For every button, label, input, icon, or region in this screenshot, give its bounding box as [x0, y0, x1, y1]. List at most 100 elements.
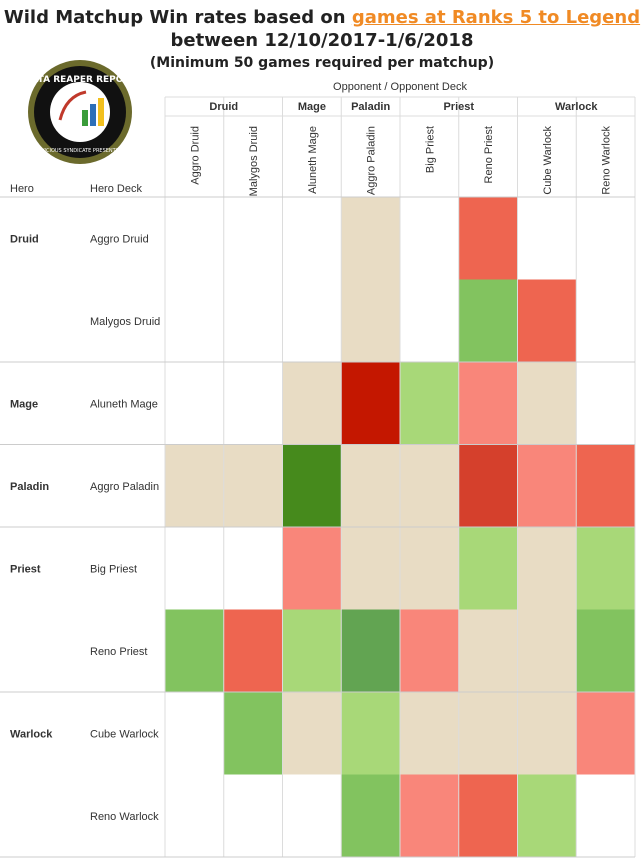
logo-text-bottom: VICIOUS SYNDICATE PRESENTS — [41, 148, 119, 154]
cell-malygos-druid-vs-reno-priest — [458, 279, 518, 362]
column-deck-big-priest: Big Priest — [424, 126, 436, 173]
row-header-hero: Hero — [10, 183, 34, 195]
cell-reno-priest-vs-big-priest — [400, 609, 459, 692]
cell-malygos-druid-vs-malygos-druid — [223, 279, 283, 362]
cell-cube-warlock-vs-malygos-druid — [223, 692, 283, 775]
logo-bar-2 — [90, 104, 96, 126]
row-deck-cube-warlock: Cube Warlock — [90, 728, 159, 740]
cell-big-priest-vs-aggro-paladin — [341, 527, 400, 610]
cell-aggro-druid-vs-malygos-druid — [223, 197, 283, 280]
column-group-druid: Druid — [209, 101, 238, 113]
column-deck-aggro-paladin: Aggro Paladin — [366, 126, 378, 195]
cell-big-priest-vs-malygos-druid — [223, 527, 283, 610]
logo-text-top: DATA REAPER REPORT — [26, 75, 134, 85]
cell-reno-warlock-vs-reno-warlock — [576, 774, 635, 857]
cell-cube-warlock-vs-aggro-druid — [165, 692, 224, 775]
cell-cube-warlock-vs-aluneth-mage — [282, 692, 342, 775]
cell-malygos-druid-vs-aggro-paladin — [341, 279, 400, 362]
cell-aluneth-mage-vs-big-priest — [400, 362, 459, 445]
cell-big-priest-vs-big-priest — [400, 527, 459, 610]
chart-title-line2: between 12/10/2017-1/6/2018 — [170, 30, 474, 51]
logo-scythe — [58, 90, 87, 121]
row-deck-aluneth-mage: Aluneth Mage — [90, 398, 158, 410]
cell-reno-warlock-vs-reno-priest — [458, 774, 518, 857]
cell-aggro-druid-vs-aggro-paladin — [341, 197, 400, 280]
data-reaper-logo: DATA REAPER REPORT VICIOUS SYNDICATE PRE… — [26, 60, 134, 164]
cell-aggro-druid-vs-aluneth-mage — [282, 197, 342, 280]
column-deck-cube-warlock: Cube Warlock — [542, 126, 554, 195]
row-deck-malygos-druid: Malygos Druid — [90, 316, 160, 328]
cell-aggro-druid-vs-big-priest — [400, 197, 459, 280]
cell-reno-warlock-vs-aggro-druid — [165, 774, 224, 857]
cell-aluneth-mage-vs-reno-priest — [458, 362, 518, 445]
logo-center — [50, 82, 110, 142]
cell-reno-warlock-vs-cube-warlock — [517, 774, 577, 857]
column-deck-aggro-druid: Aggro Druid — [189, 126, 201, 185]
cell-reno-priest-vs-malygos-druid — [223, 609, 283, 692]
column-deck-aluneth-mage: Aluneth Mage — [307, 126, 319, 194]
cell-cube-warlock-vs-reno-priest — [458, 692, 518, 775]
cell-aggro-paladin-vs-malygos-druid — [223, 444, 283, 527]
title-prefix: Wild Matchup Win rates based on — [3, 7, 352, 28]
cell-big-priest-vs-aluneth-mage — [282, 527, 342, 610]
column-deck-reno-warlock: Reno Warlock — [601, 126, 613, 195]
cell-aluneth-mage-vs-aggro-druid — [165, 362, 224, 445]
cell-reno-priest-vs-aluneth-mage — [282, 609, 342, 692]
cell-aggro-paladin-vs-aluneth-mage — [282, 444, 342, 527]
cell-aluneth-mage-vs-reno-warlock — [576, 362, 635, 445]
cell-aggro-druid-vs-cube-warlock — [517, 197, 577, 280]
cell-aggro-paladin-vs-big-priest — [400, 444, 459, 527]
cell-reno-priest-vs-aggro-druid — [165, 609, 224, 692]
row-group-druid: Druid — [10, 233, 39, 245]
cell-aluneth-mage-vs-cube-warlock — [517, 362, 577, 445]
cell-reno-warlock-vs-big-priest — [400, 774, 459, 857]
cell-big-priest-vs-reno-priest — [458, 527, 518, 610]
row-deck-reno-priest: Reno Priest — [90, 646, 147, 658]
cell-aggro-paladin-vs-aggro-paladin — [341, 444, 400, 527]
row-header-deck: Hero Deck — [90, 183, 142, 195]
cell-reno-priest-vs-reno-priest — [458, 609, 518, 692]
row-deck-aggro-druid: Aggro Druid — [90, 233, 149, 245]
cell-cube-warlock-vs-cube-warlock — [517, 692, 577, 775]
cell-malygos-druid-vs-aluneth-mage — [282, 279, 342, 362]
column-deck-malygos-druid: Malygos Druid — [248, 126, 260, 196]
cell-reno-warlock-vs-malygos-druid — [223, 774, 283, 857]
cell-aggro-druid-vs-reno-warlock — [576, 197, 635, 280]
cell-cube-warlock-vs-reno-warlock — [576, 692, 635, 775]
cell-aggro-paladin-vs-reno-priest — [458, 444, 518, 527]
cell-reno-warlock-vs-aggro-paladin — [341, 774, 400, 857]
cell-malygos-druid-vs-reno-warlock — [576, 279, 635, 362]
cell-big-priest-vs-cube-warlock — [517, 527, 577, 610]
cell-cube-warlock-vs-big-priest — [400, 692, 459, 775]
cell-reno-warlock-vs-aluneth-mage — [282, 774, 342, 857]
cell-reno-priest-vs-aggro-paladin — [341, 609, 400, 692]
cell-malygos-druid-vs-big-priest — [400, 279, 459, 362]
row-group-paladin: Paladin — [10, 481, 49, 493]
cell-aluneth-mage-vs-aluneth-mage — [282, 362, 342, 445]
row-group-warlock: Warlock — [10, 728, 53, 740]
row-group-priest: Priest — [10, 563, 41, 575]
chart-subtitle: (Minimum 50 games required per matchup) — [149, 55, 495, 71]
column-axis-label: Opponent / Opponent Deck — [333, 81, 467, 93]
chart-title-block: Wild Matchup Win rates based on games at… — [0, 6, 644, 73]
cell-cube-warlock-vs-aggro-paladin — [341, 692, 400, 775]
column-group-mage: Mage — [298, 101, 326, 113]
cell-aluneth-mage-vs-malygos-druid — [223, 362, 283, 445]
cell-aggro-druid-vs-reno-priest — [458, 197, 518, 280]
cell-reno-priest-vs-cube-warlock — [517, 609, 577, 692]
cell-aggro-paladin-vs-cube-warlock — [517, 444, 577, 527]
chart-title-line1: Wild Matchup Win rates based on games at… — [0, 6, 644, 30]
cell-malygos-druid-vs-cube-warlock — [517, 279, 577, 362]
cell-aluneth-mage-vs-aggro-paladin — [341, 362, 400, 445]
row-deck-reno-warlock: Reno Warlock — [90, 811, 159, 823]
cell-reno-priest-vs-reno-warlock — [576, 609, 635, 692]
row-deck-big-priest: Big Priest — [90, 563, 137, 575]
row-deck-aggro-paladin: Aggro Paladin — [90, 481, 159, 493]
logo-bar-3 — [98, 98, 104, 126]
column-deck-reno-priest: Reno Priest — [483, 126, 495, 183]
cell-malygos-druid-vs-aggro-druid — [165, 279, 224, 362]
cell-big-priest-vs-reno-warlock — [576, 527, 635, 610]
ranks-link[interactable]: games at Ranks 5 to Legend — [351, 7, 641, 28]
column-group-warlock: Warlock — [555, 101, 598, 113]
